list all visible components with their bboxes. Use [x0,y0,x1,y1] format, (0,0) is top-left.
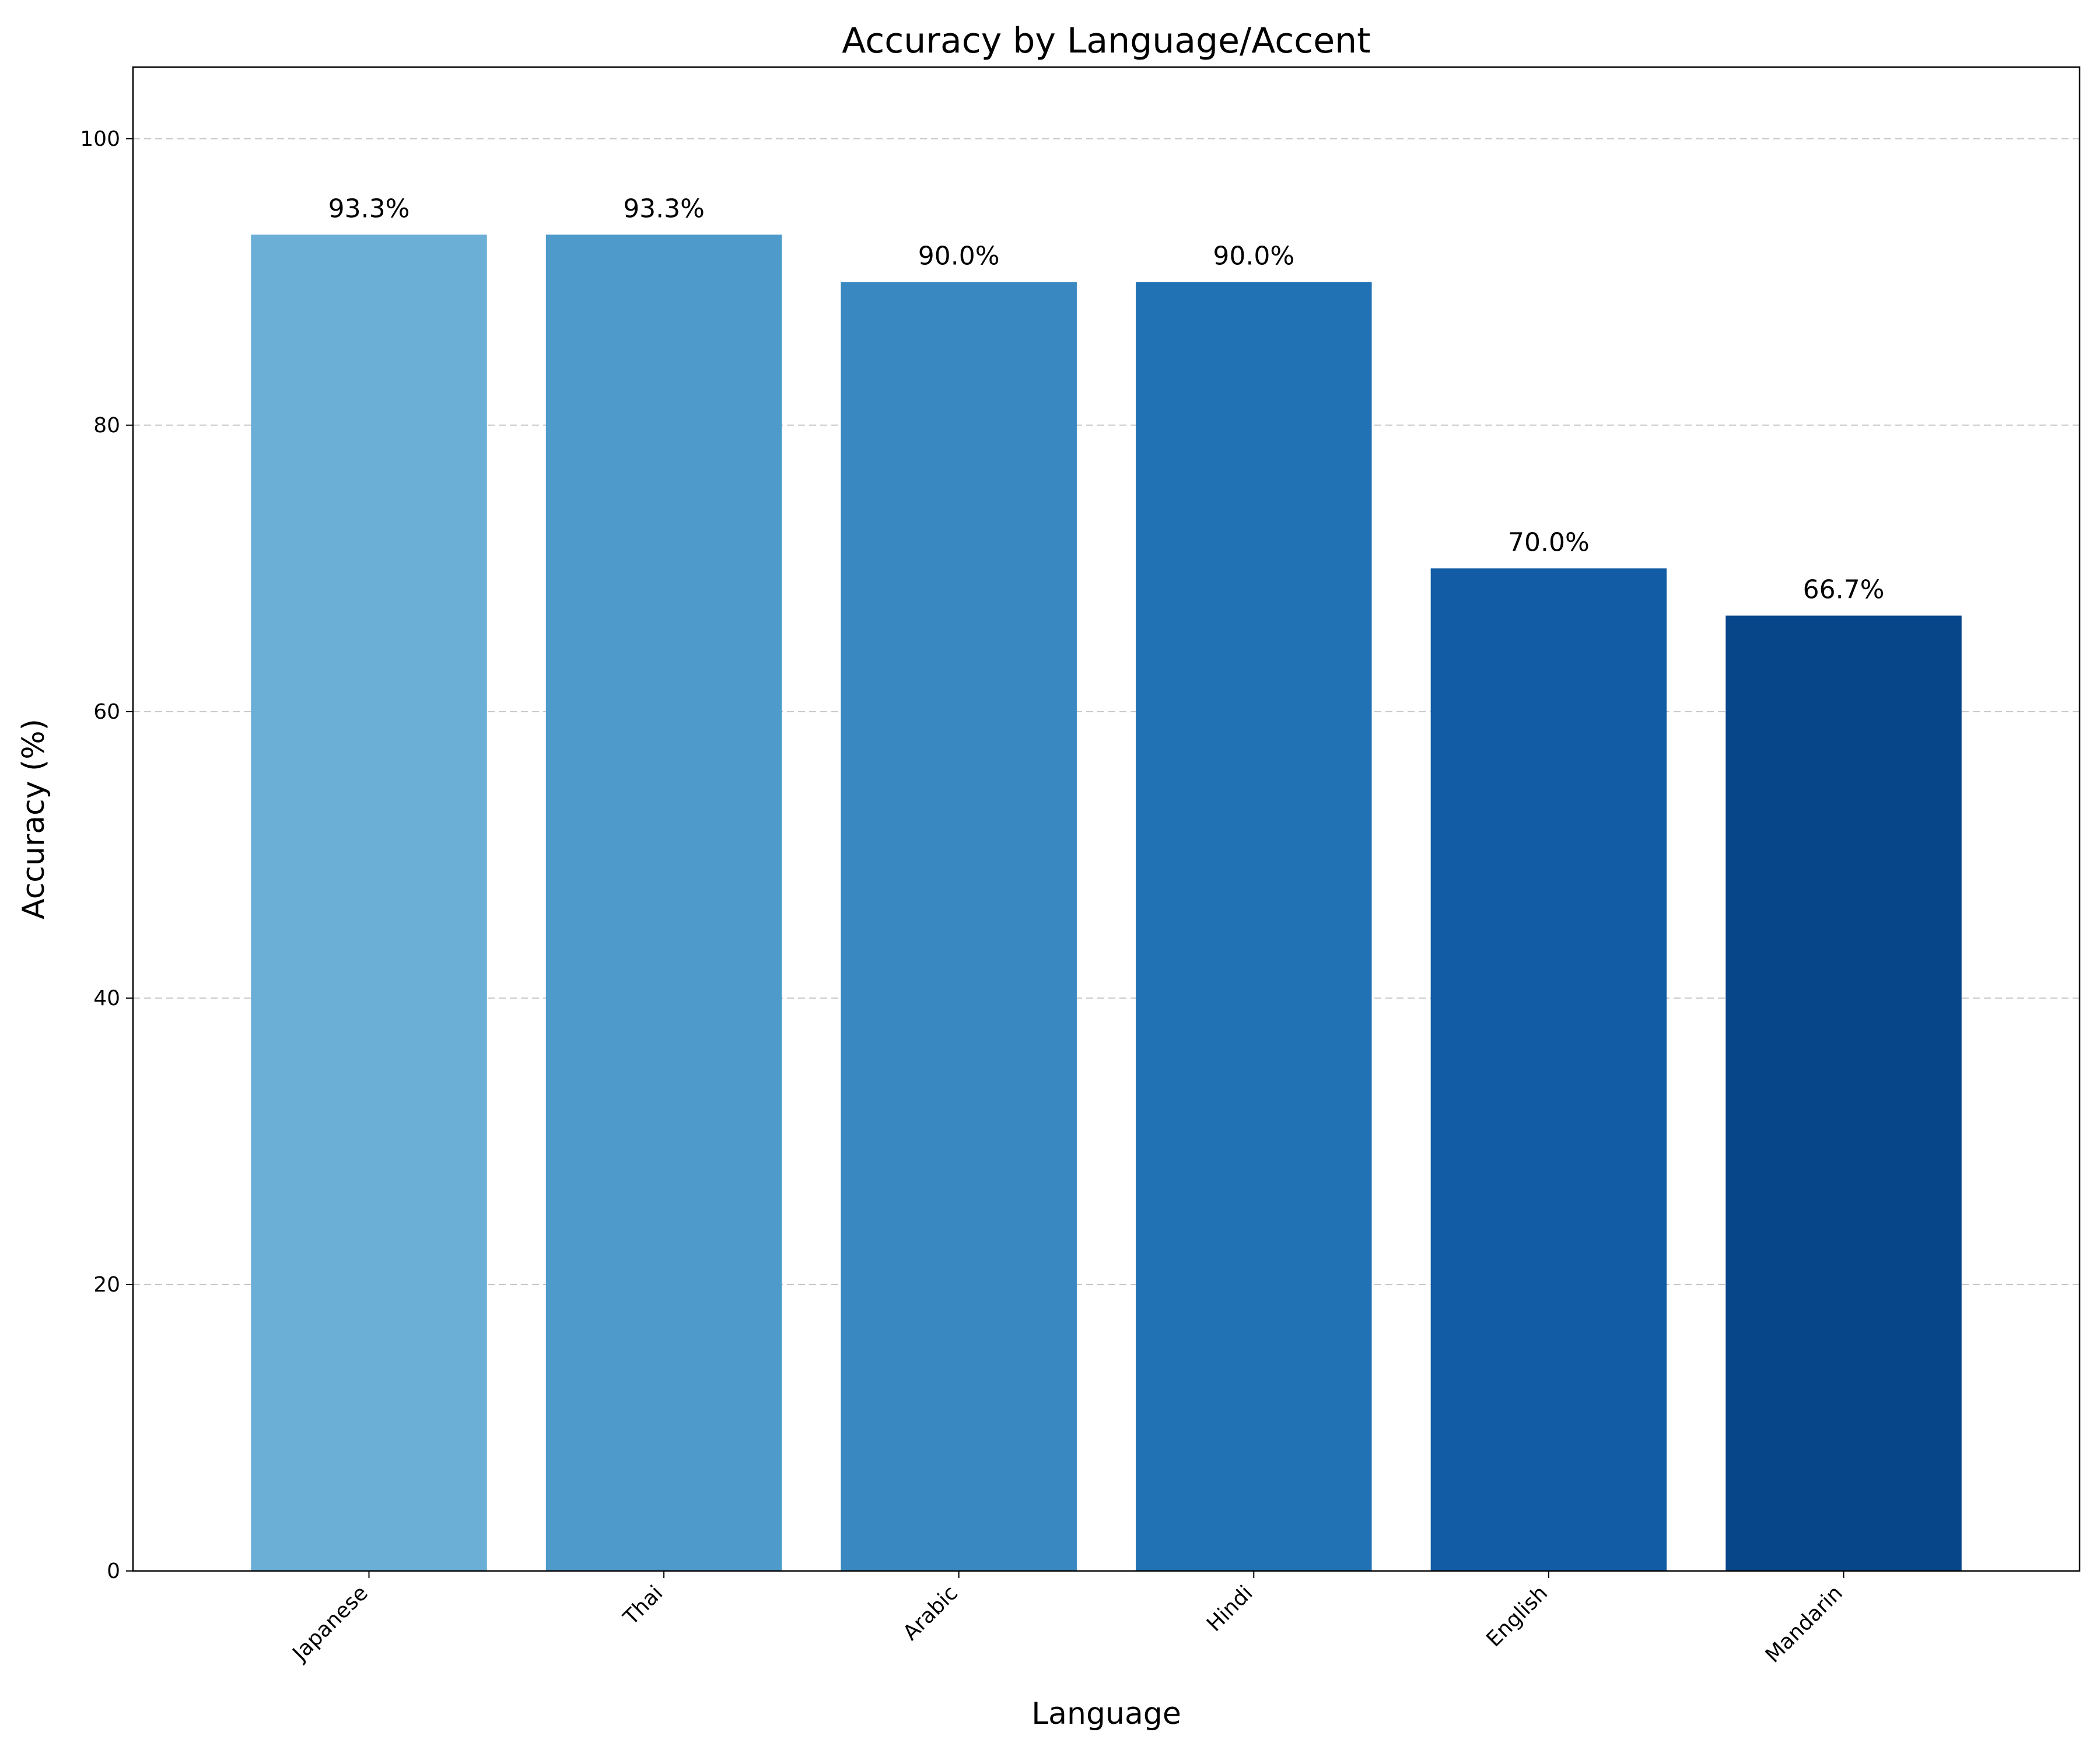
bar-japanese [251,235,487,1571]
bars [251,235,1962,1572]
bar-arabic [841,282,1077,1572]
y-tick-label: 80 [93,414,120,438]
data-labels: 93.3% 93.3% 90.0% 90.0% 70.0% 66.7% [328,194,1885,604]
data-label: 90.0% [1213,241,1294,271]
y-tick-label: 40 [93,986,120,1010]
y-tick-label: 60 [93,700,120,724]
chart-title: Accuracy by Language/Accent [842,20,1370,61]
data-label: 93.3% [328,194,410,223]
bar-mandarin [1726,615,1962,1571]
data-label: 70.0% [1508,527,1590,557]
y-tick-label: 20 [93,1273,120,1297]
data-label: 90.0% [918,241,1000,271]
data-label: 66.7% [1803,575,1885,604]
x-axis-label: Language [1031,1696,1181,1731]
bar-english [1430,568,1667,1572]
data-label: 93.3% [623,194,705,223]
plot-frame [132,66,2081,1572]
y-axis-label: Accuracy (%) [16,719,51,919]
y-tick-label: 100 [80,127,120,151]
y-tick-label: 0 [107,1559,120,1583]
bar-hindi [1136,282,1372,1572]
bar-thai [545,235,782,1571]
